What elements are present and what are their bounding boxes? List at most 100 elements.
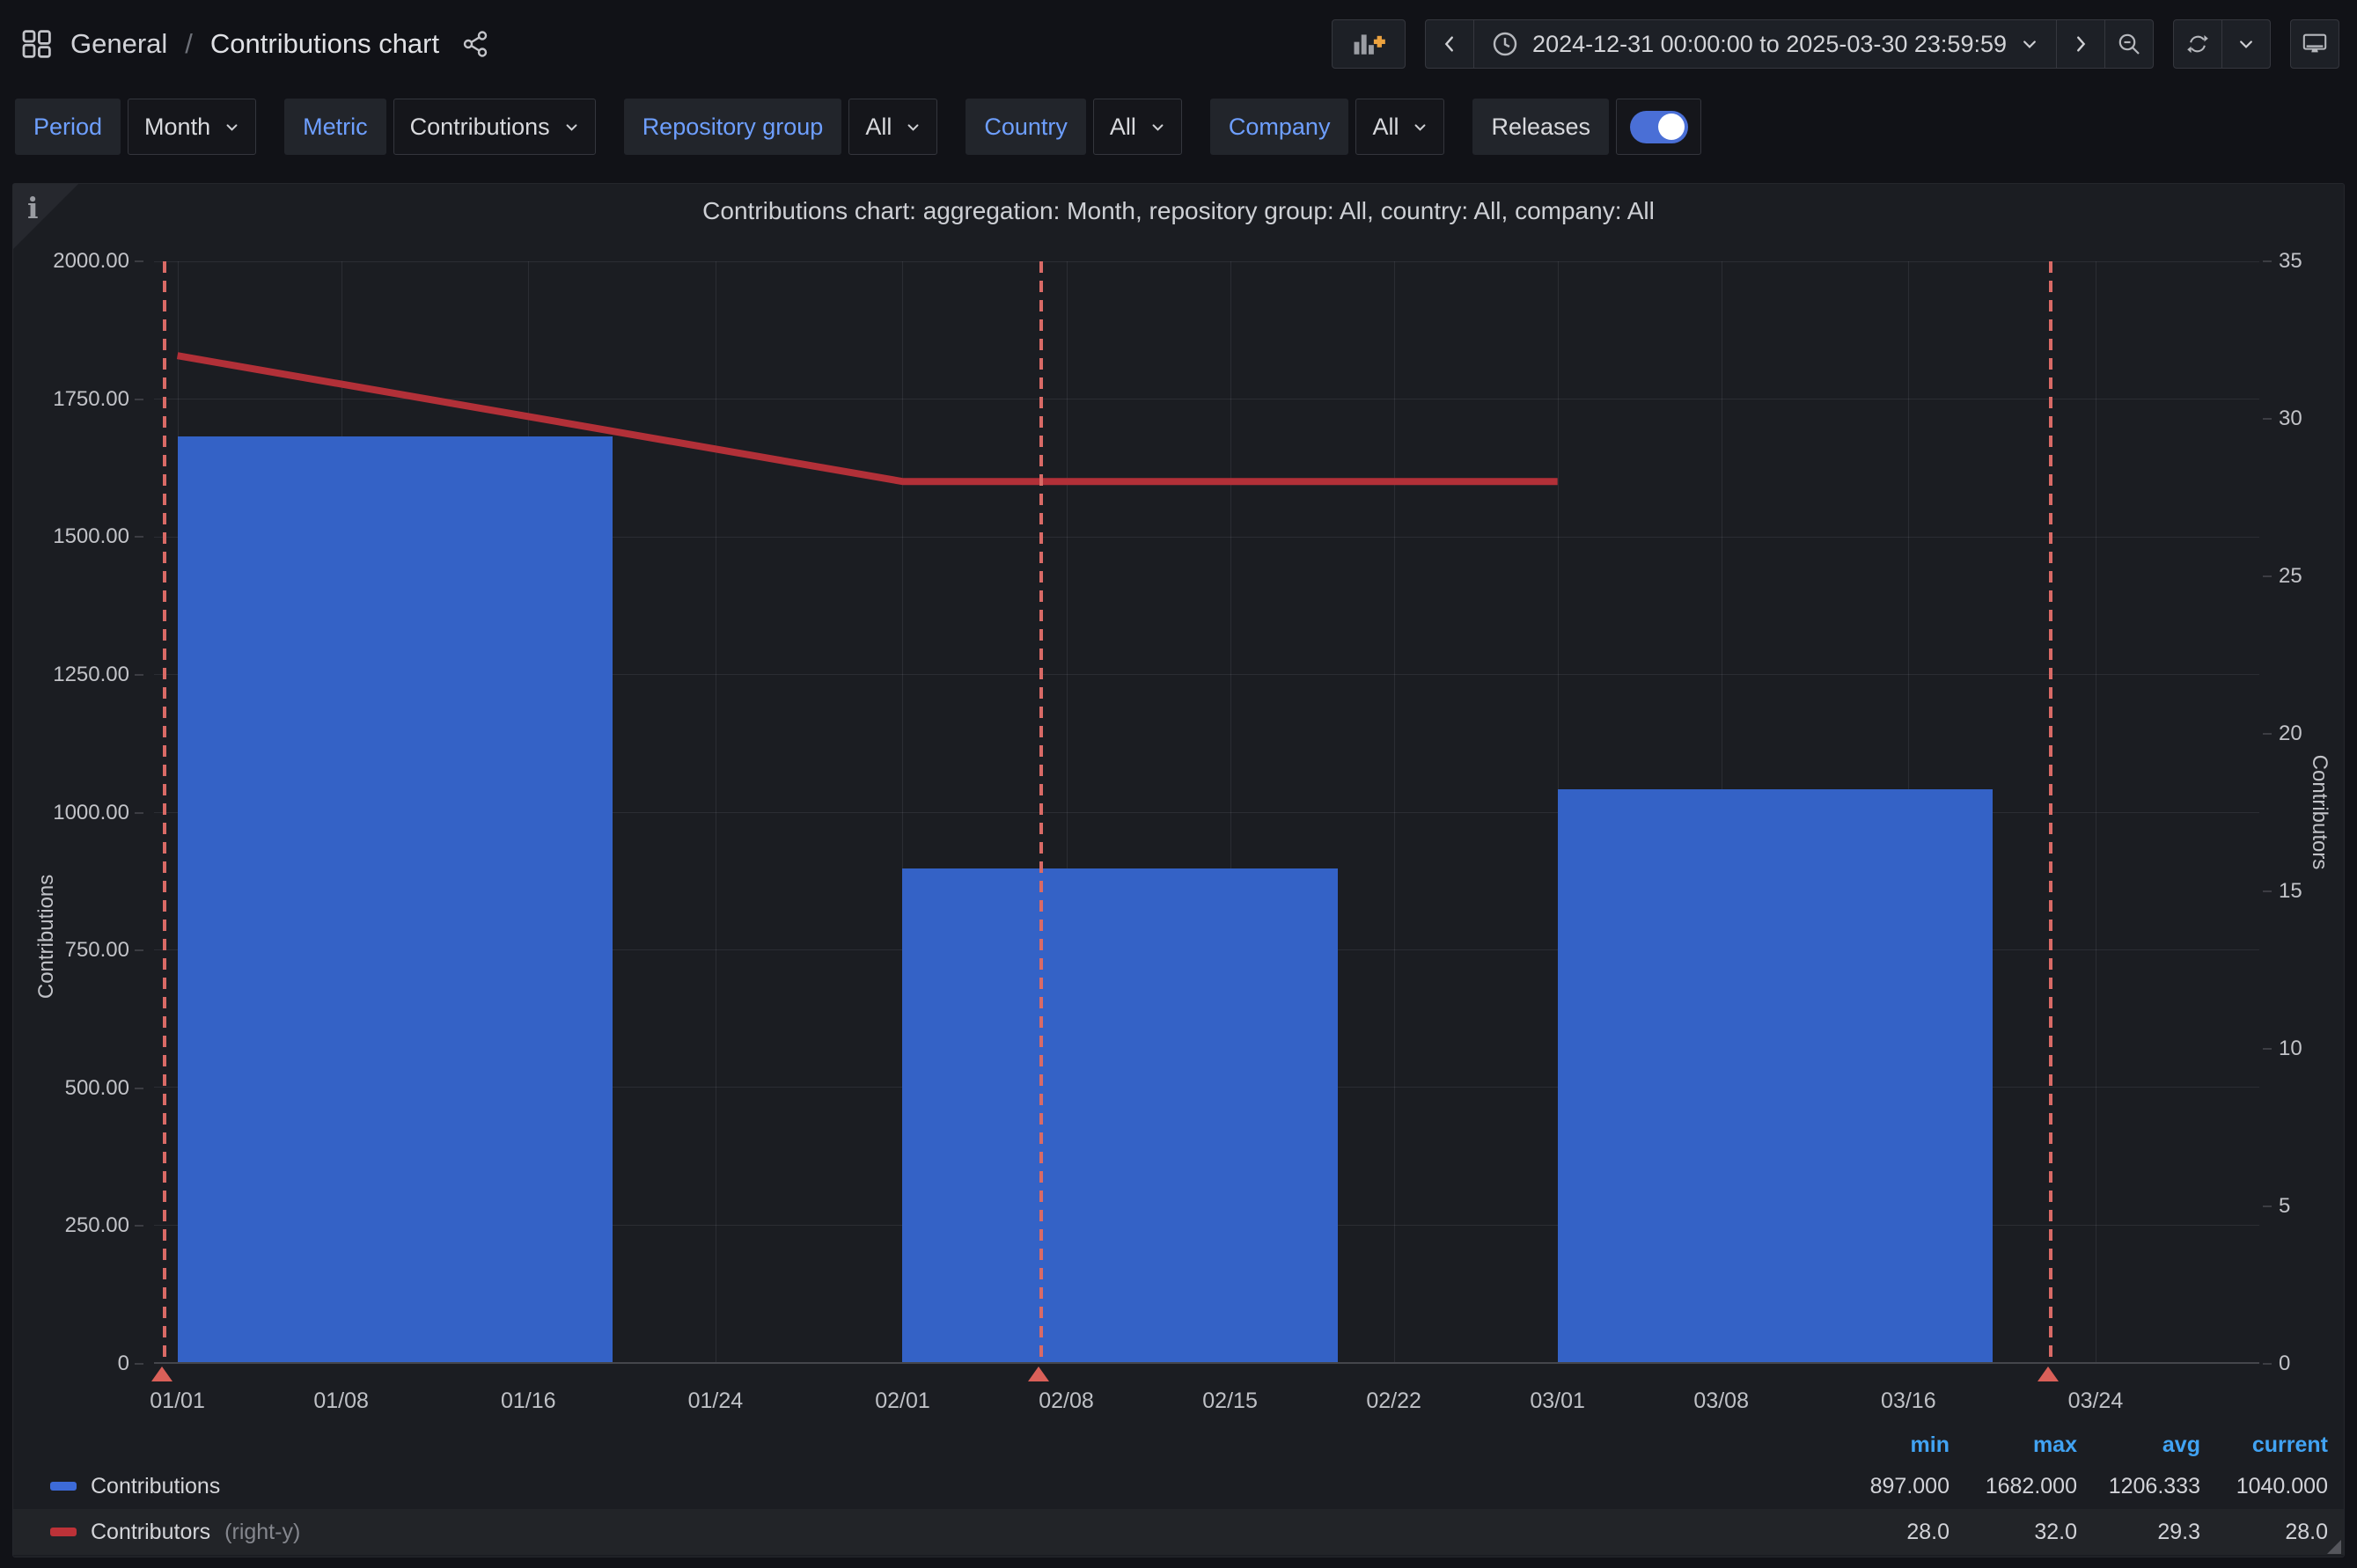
right-axis-tick-label: 10 bbox=[2279, 1037, 2302, 1061]
chevron-down-icon bbox=[1150, 120, 1165, 135]
legend-stat-header[interactable]: min bbox=[1822, 1432, 1949, 1458]
dashboards-grid-icon[interactable] bbox=[21, 28, 53, 60]
panel-resize-handle[interactable] bbox=[2327, 1540, 2341, 1554]
release-annotation-marker[interactable] bbox=[151, 1367, 173, 1381]
x-axis-tick-label: 02/22 bbox=[1366, 1388, 1421, 1414]
legend-series-label[interactable]: Contributors(right-y) bbox=[13, 1520, 1822, 1545]
filter-metric: Metric Contributions bbox=[284, 99, 596, 155]
right-axis-tick bbox=[2263, 260, 2272, 262]
legend-stat-value: 32.0 bbox=[1949, 1520, 2077, 1545]
time-range-text: 2024-12-31 00:00:00 to 2025-03-30 23:59:… bbox=[1532, 31, 2007, 58]
filter-metric-value[interactable]: Contributions bbox=[393, 99, 596, 155]
legend: minmaxavgcurrent Contributions897.0001682… bbox=[13, 1426, 2344, 1555]
left-axis-tick-label: 250.00 bbox=[65, 1213, 129, 1238]
chart-plot-area[interactable] bbox=[154, 261, 2259, 1364]
right-axis-tick bbox=[2263, 575, 2272, 577]
filter-period-value[interactable]: Month bbox=[128, 99, 256, 155]
left-axis-tick bbox=[135, 1088, 143, 1089]
refresh-button[interactable] bbox=[2173, 19, 2222, 69]
x-axis-tick-label: 01/08 bbox=[313, 1388, 369, 1414]
legend-stat-value: 1206.333 bbox=[2077, 1474, 2200, 1499]
filter-repository-group: Repository group All bbox=[624, 99, 938, 155]
releases-toggle[interactable] bbox=[1616, 99, 1701, 155]
filter-releases: Releases bbox=[1472, 99, 1701, 155]
legend-series-label[interactable]: Contributions bbox=[13, 1474, 1822, 1499]
legend-stat-value: 28.0 bbox=[1822, 1520, 1949, 1545]
left-axis-tick-label: 1500.00 bbox=[53, 524, 129, 549]
x-axis-tick-label: 01/24 bbox=[688, 1388, 744, 1414]
right-y-axis: 35302520151050 bbox=[2261, 261, 2344, 1364]
contributors-line bbox=[154, 261, 2259, 1362]
release-annotation-line[interactable] bbox=[1039, 261, 1043, 1362]
contributions-chart-panel: i Contributions chart: aggregation: Mont… bbox=[12, 183, 2345, 1557]
left-axis-tick bbox=[135, 536, 143, 538]
kiosk-mode-button[interactable] bbox=[2290, 19, 2339, 69]
filter-releases-label: Releases bbox=[1472, 99, 1609, 155]
right-axis-tick-label: 30 bbox=[2279, 407, 2302, 431]
legend-stat-value: 1040.000 bbox=[2200, 1474, 2328, 1499]
right-axis-tick-label: 0 bbox=[2279, 1352, 2290, 1376]
x-axis-tick-label: 03/24 bbox=[2068, 1388, 2124, 1414]
refresh-controls bbox=[2173, 19, 2271, 69]
time-shift-back-button[interactable] bbox=[1425, 19, 1474, 69]
time-range-controls: 2024-12-31 00:00:00 to 2025-03-30 23:59:… bbox=[1425, 19, 2154, 69]
legend-stat-value: 28.0 bbox=[2200, 1520, 2328, 1545]
filter-country-label[interactable]: Country bbox=[966, 99, 1086, 155]
right-axis-tick-label: 25 bbox=[2279, 564, 2302, 589]
top-nav: General / Contributions chart bbox=[0, 0, 2357, 88]
right-axis-tick bbox=[2263, 418, 2272, 420]
share-icon[interactable] bbox=[462, 30, 490, 58]
filter-repository-group-value[interactable]: All bbox=[848, 99, 937, 155]
right-axis-tick bbox=[2263, 1205, 2272, 1207]
nav-controls: 2024-12-31 00:00:00 to 2025-03-30 23:59:… bbox=[1332, 19, 2339, 69]
x-axis-tick-label: 03/01 bbox=[1530, 1388, 1585, 1414]
add-panel-button[interactable] bbox=[1332, 19, 1406, 69]
filter-company-value[interactable]: All bbox=[1355, 99, 1444, 155]
zoom-out-time-button[interactable] bbox=[2104, 19, 2154, 69]
x-axis-tick-label: 01/16 bbox=[501, 1388, 556, 1414]
release-annotation-marker[interactable] bbox=[1028, 1367, 1049, 1381]
filter-repository-group-label[interactable]: Repository group bbox=[624, 99, 842, 155]
left-axis-tick bbox=[135, 399, 143, 400]
right-axis-tick bbox=[2263, 1363, 2272, 1365]
release-annotation-line[interactable] bbox=[163, 261, 166, 1362]
legend-stat-value: 1682.000 bbox=[1949, 1474, 2077, 1499]
panel-title[interactable]: Contributions chart: aggregation: Month,… bbox=[13, 184, 2344, 238]
legend-stat-value: 29.3 bbox=[2077, 1520, 2200, 1545]
filter-company-label[interactable]: Company bbox=[1210, 99, 1349, 155]
release-annotation-marker[interactable] bbox=[2038, 1367, 2059, 1381]
refresh-interval-dropdown[interactable] bbox=[2221, 19, 2271, 69]
chevron-down-icon bbox=[906, 120, 921, 135]
filter-country-value[interactable]: All bbox=[1093, 99, 1182, 155]
breadcrumb-section[interactable]: General bbox=[70, 28, 167, 60]
release-annotation-line[interactable] bbox=[2049, 261, 2052, 1362]
x-axis-tick-label: 02/08 bbox=[1039, 1388, 1094, 1414]
legend-stat-value: 897.000 bbox=[1822, 1474, 1949, 1499]
time-range-picker[interactable]: 2024-12-31 00:00:00 to 2025-03-30 23:59:… bbox=[1473, 19, 2057, 69]
chevron-down-icon bbox=[2237, 35, 2255, 53]
legend-stat-header[interactable]: max bbox=[1949, 1432, 2077, 1458]
time-shift-forward-button[interactable] bbox=[2056, 19, 2105, 69]
breadcrumb: General / Contributions chart bbox=[21, 28, 490, 60]
left-axis-tick-label: 0 bbox=[118, 1352, 129, 1376]
x-axis-tick-label: 02/01 bbox=[875, 1388, 930, 1414]
left-axis-tick bbox=[135, 1363, 143, 1365]
legend-stat-header[interactable]: current bbox=[2200, 1432, 2328, 1458]
right-axis-tick bbox=[2263, 1048, 2272, 1050]
filter-period-label[interactable]: Period bbox=[15, 99, 121, 155]
filter-period: Period Month bbox=[15, 99, 256, 155]
chevron-down-icon bbox=[1413, 120, 1428, 135]
left-axis-tick bbox=[135, 949, 143, 951]
x-axis-tick-label: 03/08 bbox=[1693, 1388, 1749, 1414]
left-axis-tick-label: 750.00 bbox=[65, 938, 129, 963]
legend-swatch bbox=[50, 1482, 77, 1491]
legend-stats-header: minmaxavgcurrent bbox=[13, 1426, 2344, 1463]
breadcrumb-separator: / bbox=[185, 28, 193, 60]
toggle-switch-on bbox=[1630, 111, 1688, 143]
left-axis-tick-label: 500.00 bbox=[65, 1076, 129, 1101]
filter-metric-label[interactable]: Metric bbox=[284, 99, 386, 155]
legend-stat-header[interactable]: avg bbox=[2077, 1432, 2200, 1458]
legend-row: Contributors(right-y)28.032.029.328.0 bbox=[13, 1509, 2344, 1555]
x-axis-tick-label: 03/16 bbox=[1881, 1388, 1936, 1414]
right-axis-tick bbox=[2263, 733, 2272, 735]
